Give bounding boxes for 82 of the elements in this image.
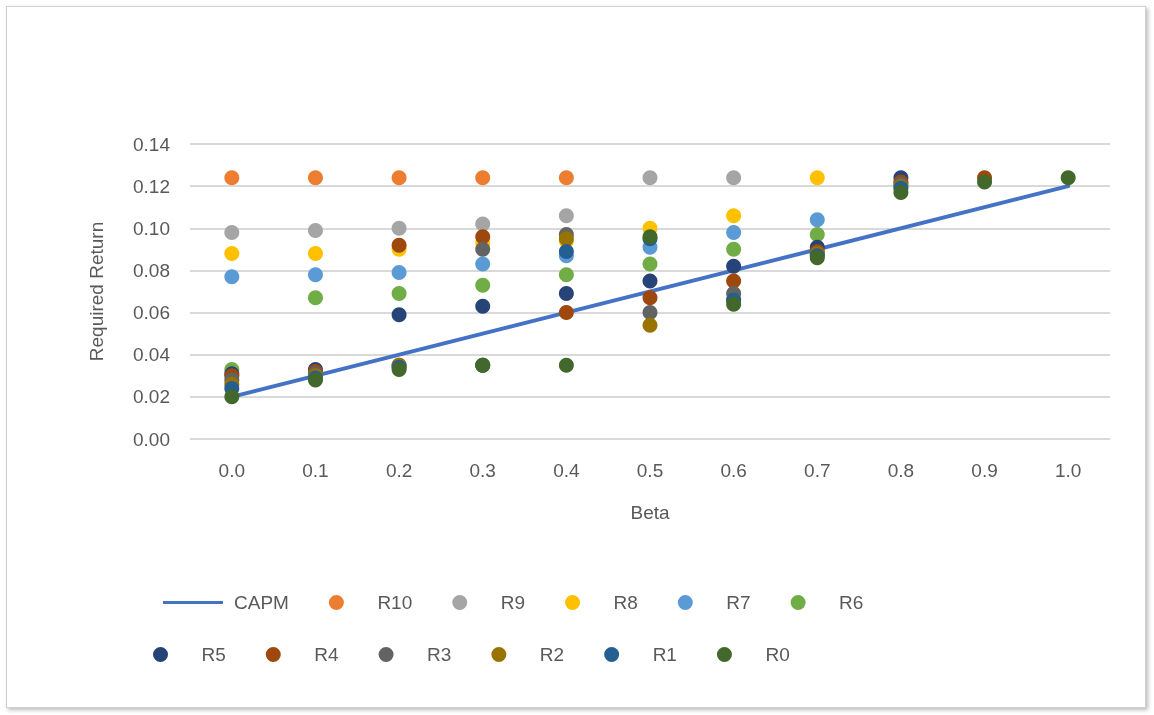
point <box>475 229 491 245</box>
x-tick-label: 0.9 <box>971 460 998 481</box>
point <box>809 227 825 243</box>
point <box>307 290 323 306</box>
x-tick-label: 0.7 <box>804 460 831 481</box>
y-axis-title: Required Return <box>86 221 107 362</box>
x-tick-label: 0.0 <box>218 460 246 481</box>
point <box>307 246 323 262</box>
y-tick-label: 0.10 <box>133 217 170 239</box>
point <box>558 170 574 186</box>
point <box>558 286 574 302</box>
x-tick-label: 0.4 <box>553 460 580 481</box>
x-tick-label: 0.6 <box>720 460 747 481</box>
point <box>224 225 240 240</box>
point <box>558 267 574 283</box>
legend-label: R10 <box>377 592 413 613</box>
y-tick-label: 0.08 <box>133 259 170 281</box>
point <box>726 225 742 240</box>
point <box>391 237 407 253</box>
point <box>307 222 323 238</box>
point <box>726 296 742 312</box>
point <box>558 243 574 259</box>
y-tick-label: 0.14 <box>133 133 171 155</box>
point <box>642 305 658 321</box>
point <box>1060 170 1076 186</box>
y-tick-label: 0.02 <box>133 386 170 408</box>
x-tick-label: 0.8 <box>887 460 915 481</box>
point <box>726 258 742 274</box>
y-tick-label: 0.06 <box>133 302 170 324</box>
point <box>809 212 825 228</box>
legend-label: R3 <box>427 644 452 665</box>
point <box>391 286 407 302</box>
legend-label: R1 <box>652 644 677 665</box>
y-tick-label: 0.12 <box>133 175 170 197</box>
point <box>475 256 491 272</box>
x-tick-label: 1.0 <box>1054 460 1082 481</box>
point <box>391 307 407 323</box>
point <box>391 170 407 186</box>
legend-label: R4 <box>314 644 340 665</box>
point <box>307 267 323 283</box>
y-tick-label: 0.04 <box>133 344 171 366</box>
legend-label: R2 <box>539 644 565 665</box>
point <box>391 220 407 236</box>
point <box>224 170 240 186</box>
point <box>307 170 323 186</box>
point <box>558 305 574 321</box>
legend-label: R6 <box>839 592 864 613</box>
x-tick-label: 0.2 <box>385 460 413 481</box>
point <box>726 170 742 186</box>
point <box>224 269 240 285</box>
x-tick-label: 0.5 <box>636 460 664 481</box>
point <box>475 298 491 314</box>
y-tick-label: 0.00 <box>133 428 170 450</box>
point <box>475 277 491 293</box>
point <box>475 170 491 186</box>
point <box>726 273 742 289</box>
point <box>642 170 658 186</box>
point <box>558 208 574 224</box>
point <box>224 246 240 262</box>
x-tick-label: 0.3 <box>469 460 496 481</box>
legend-label: R5 <box>201 644 226 665</box>
legend-label: R8 <box>613 592 638 613</box>
point <box>642 317 658 333</box>
x-axis-title: Beta <box>630 502 670 523</box>
point <box>809 170 825 186</box>
point <box>726 208 742 224</box>
point <box>475 241 491 257</box>
legend-label: CAPM <box>234 592 289 613</box>
x-tick-label: 0.1 <box>302 460 329 481</box>
legend-label: R9 <box>500 592 526 613</box>
point <box>893 184 909 200</box>
point <box>642 256 658 272</box>
point <box>726 241 742 257</box>
point <box>558 357 574 373</box>
point <box>977 174 993 190</box>
point <box>642 290 658 306</box>
point <box>224 389 240 405</box>
legend-label: R0 <box>765 644 790 665</box>
point <box>475 216 491 232</box>
point <box>642 273 658 289</box>
point <box>391 265 407 281</box>
legend-label: R7 <box>726 592 751 613</box>
